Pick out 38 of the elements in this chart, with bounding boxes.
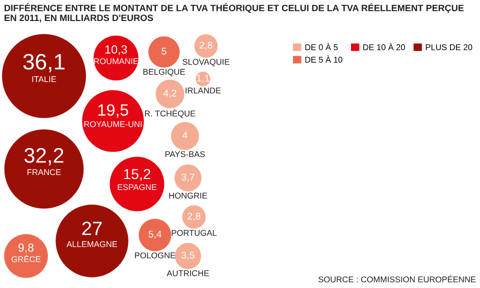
source-note: SOURCE : COMMISSION EUROPÉENNE	[318, 275, 476, 282]
legend-label: DE 0 À 5	[305, 42, 338, 50]
category-label: ROUMANIE	[94, 58, 138, 64]
data-label: 4,2	[163, 90, 176, 98]
legend-label: DE 5 À 10	[305, 55, 342, 63]
data-label: 3,7	[182, 174, 194, 182]
data-label: 1,1	[196, 74, 210, 83]
category-label: ITALIE	[32, 76, 56, 82]
category-label: AUTRICHE	[166, 270, 209, 276]
data-label: 2,8	[188, 212, 200, 221]
category-label: SLOVAQUIE	[182, 58, 230, 66]
category-label: ESPAGNE	[118, 184, 156, 190]
data-label: 15,2	[124, 168, 150, 181]
category-label: IRLANDE	[186, 88, 221, 94]
category-label: BELGIQUE	[143, 68, 185, 76]
data-label: 2,8	[200, 42, 212, 50]
data-label: 5	[162, 48, 166, 55]
data-label: 10,3	[105, 45, 128, 56]
legend-label: DE 10 À 20	[363, 42, 405, 50]
legend-label: PLUS DE 20	[426, 44, 472, 50]
data-label: 27	[82, 222, 102, 236]
data-label: 4	[182, 132, 188, 139]
data-label: 9,8	[18, 244, 34, 254]
category-label: ALLEMAGNE	[66, 241, 118, 248]
text: DIFFÉRENCE ENTRE LE MONTANT DE LA TVA THÉORIQUE ET CELUI DE LA TVA RÉELLEMENT PERÇUE EN 2011, EN MILLIARDS D'EUROS	[4, 3, 464, 22]
data-label: 32,2	[24, 148, 64, 166]
category-label: FRANCE	[28, 169, 61, 176]
data-label: 3,5	[182, 252, 194, 260]
data-label: 5,4	[148, 230, 162, 239]
category-label: HONGRIE	[169, 192, 208, 199]
data-label: 19,5	[98, 104, 128, 118]
category-label: PORTUGAL	[172, 230, 217, 236]
category-label: POLOGNE	[135, 252, 176, 258]
category-label: GRÈCE	[12, 254, 40, 262]
category-label: PAYS-BAS	[165, 151, 205, 158]
category-label: ROYAUME-UNI	[84, 121, 142, 128]
data-label: 36,1	[23, 54, 64, 72]
category-label: R. TCHÈQUE	[145, 109, 196, 118]
